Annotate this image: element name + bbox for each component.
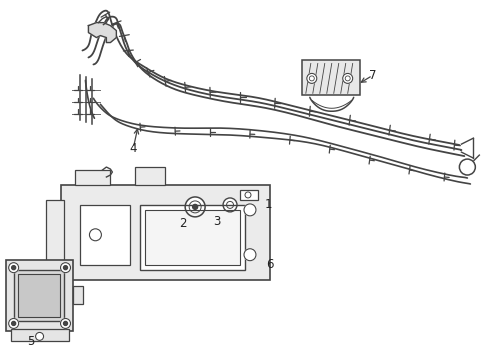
Text: 2: 2	[179, 217, 187, 230]
Text: 4: 4	[129, 141, 137, 155]
Bar	[74, 285, 83, 303]
Bar	[75, 170, 110, 185]
Circle shape	[460, 159, 475, 175]
Bar	[140, 205, 245, 270]
Bar	[46, 200, 64, 265]
Text: 3: 3	[213, 215, 221, 228]
Bar	[145, 210, 240, 265]
Circle shape	[12, 321, 16, 325]
Bar	[135, 167, 165, 185]
Circle shape	[307, 73, 317, 84]
Text: 6: 6	[266, 258, 274, 271]
Text: 1: 1	[264, 198, 271, 211]
Bar	[80, 205, 130, 265]
Circle shape	[61, 263, 71, 273]
Bar	[11, 329, 69, 341]
Bar	[61, 185, 270, 280]
Circle shape	[223, 198, 237, 212]
Bar	[302, 60, 360, 95]
Bar	[6, 260, 73, 332]
Circle shape	[12, 266, 16, 270]
Circle shape	[61, 319, 71, 328]
Circle shape	[64, 266, 68, 270]
Circle shape	[185, 197, 205, 217]
Bar	[240, 190, 258, 200]
Bar	[14, 270, 64, 321]
Circle shape	[9, 319, 19, 328]
Circle shape	[36, 332, 44, 340]
Circle shape	[193, 204, 197, 210]
Circle shape	[90, 229, 101, 241]
Circle shape	[244, 249, 256, 261]
Circle shape	[9, 263, 19, 273]
Text: 5: 5	[27, 335, 34, 348]
Circle shape	[244, 204, 256, 216]
Circle shape	[343, 73, 353, 84]
Bar	[18, 274, 59, 318]
Polygon shape	[89, 23, 116, 42]
Circle shape	[64, 321, 68, 325]
Text: 7: 7	[369, 69, 376, 82]
